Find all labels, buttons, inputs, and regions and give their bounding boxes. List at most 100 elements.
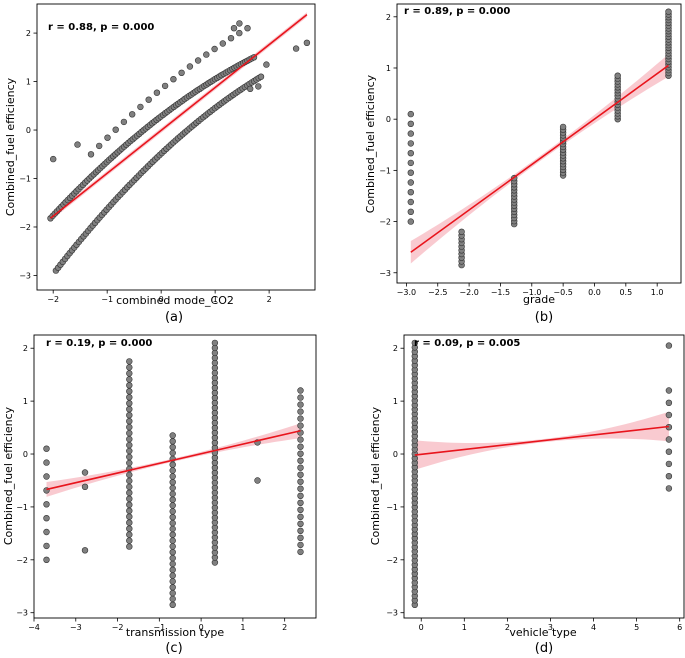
scatter-point xyxy=(81,483,89,490)
y-tick-label: −1 xyxy=(16,503,28,512)
scatter-point xyxy=(43,528,50,536)
scatter-point xyxy=(43,542,50,550)
y-tick-label: 0 xyxy=(26,126,31,135)
scatter-point xyxy=(407,169,414,176)
y-tick-label: 1 xyxy=(393,397,398,406)
x-tick-label: 4 xyxy=(591,623,596,632)
scatter-point xyxy=(665,473,673,480)
x-tick-label: 2 xyxy=(267,295,272,304)
y-tick-label: 1 xyxy=(26,78,31,87)
scatter-point xyxy=(49,155,57,163)
scatter-point xyxy=(169,432,176,439)
scatter-point xyxy=(665,387,673,394)
scatter-point xyxy=(126,489,133,496)
scatter-point xyxy=(126,501,133,508)
panel-caption: (b) xyxy=(535,310,553,325)
scatter-point xyxy=(614,72,621,79)
scatter-point xyxy=(169,496,176,503)
scatter-point xyxy=(170,75,177,83)
y-tick-label: 1 xyxy=(23,397,28,406)
scatter-point xyxy=(257,73,265,80)
scatter-point xyxy=(665,411,673,419)
y-tick-label: 0 xyxy=(23,450,28,459)
y-axis-label: Combined_fuel efficiency xyxy=(369,406,382,545)
scatter-point xyxy=(178,69,185,77)
scatter-point xyxy=(169,490,176,498)
scatter-point xyxy=(665,8,672,15)
scatter-point xyxy=(211,339,219,347)
scatter-point xyxy=(297,541,304,549)
scatter-point xyxy=(407,130,414,137)
scatter-point xyxy=(129,111,136,118)
scatter-point xyxy=(297,450,304,457)
scatter-point xyxy=(126,519,133,526)
x-tick-label: −1 xyxy=(101,295,113,304)
correlation-annotation: r = 0.89, p = 0.000 xyxy=(404,6,510,17)
scatter-point xyxy=(126,406,133,413)
y-axis-label: Combined_fuel efficiency xyxy=(364,74,377,213)
x-tick-label: 3 xyxy=(548,623,553,632)
scatter-point xyxy=(297,415,304,422)
scatter-point xyxy=(255,83,262,90)
scatter-point xyxy=(126,441,133,449)
scatter-point xyxy=(169,525,176,533)
scatter-point xyxy=(169,444,176,451)
scatter-point xyxy=(126,477,133,485)
panel-caption: (c) xyxy=(165,641,182,656)
scatter-point xyxy=(126,483,133,491)
x-tick-label: 0 xyxy=(419,623,424,632)
scatter-point xyxy=(230,25,238,32)
x-tick-label: −1.0 xyxy=(522,288,541,297)
scatter-point xyxy=(74,141,81,148)
scatter-point xyxy=(169,438,176,445)
scatter-point xyxy=(169,601,176,608)
panel-b: −3.0 −2.5 −2.0 −1.5 −1.0 −0.5 0.0 0.5 1.0 −3 −2 −1 0… xyxy=(364,3,682,325)
scatter-point xyxy=(407,120,414,128)
scatter-point xyxy=(407,179,414,186)
scatter-point xyxy=(126,447,133,455)
x-tick-label: 0 xyxy=(159,295,164,304)
scatter-point xyxy=(126,400,133,407)
x-tick-label: 0.5 xyxy=(619,288,632,297)
y-tick-label: 0 xyxy=(386,115,391,124)
scatter-point xyxy=(247,85,254,93)
scatter-point xyxy=(665,485,673,492)
y-tick-label: −3 xyxy=(379,269,391,278)
x-tick-label: 1.0 xyxy=(651,288,664,297)
scatter-point xyxy=(126,412,133,419)
x-tick-label: −2.5 xyxy=(428,288,447,297)
scatter-point xyxy=(303,39,311,46)
scatter-point xyxy=(43,459,50,466)
y-tick-label: −1 xyxy=(19,175,31,184)
scatter-point xyxy=(169,537,176,544)
scatter-point xyxy=(137,103,144,111)
scatter-point xyxy=(81,469,89,476)
y-tick-label: 0 xyxy=(393,450,398,459)
scatter-point xyxy=(126,537,133,544)
scatter-point xyxy=(169,572,176,579)
scatter-point xyxy=(126,394,133,401)
scatter-point xyxy=(43,473,50,480)
y-tick-label: −2 xyxy=(379,218,391,227)
scatter-point xyxy=(112,126,119,133)
plot-frame xyxy=(403,334,685,619)
scatter-point xyxy=(169,484,176,492)
scatter-point xyxy=(126,513,133,520)
x-tick-label: −2 xyxy=(112,623,124,632)
scatter-point xyxy=(665,436,673,443)
x-tick-label: 0 xyxy=(199,623,204,632)
scatter-point xyxy=(407,189,414,196)
y-tick-label: 2 xyxy=(386,13,391,22)
scatter-point xyxy=(81,547,89,554)
y-tick-label: −3 xyxy=(16,609,28,618)
scatter-point xyxy=(297,394,304,401)
scatter-point xyxy=(297,408,304,415)
scatter-point xyxy=(169,531,176,538)
scatter-point xyxy=(254,477,261,484)
scatter-point xyxy=(161,82,169,90)
y-tick-label: −2 xyxy=(19,223,31,232)
scatter-point xyxy=(665,342,673,349)
scatter-point xyxy=(407,110,414,118)
